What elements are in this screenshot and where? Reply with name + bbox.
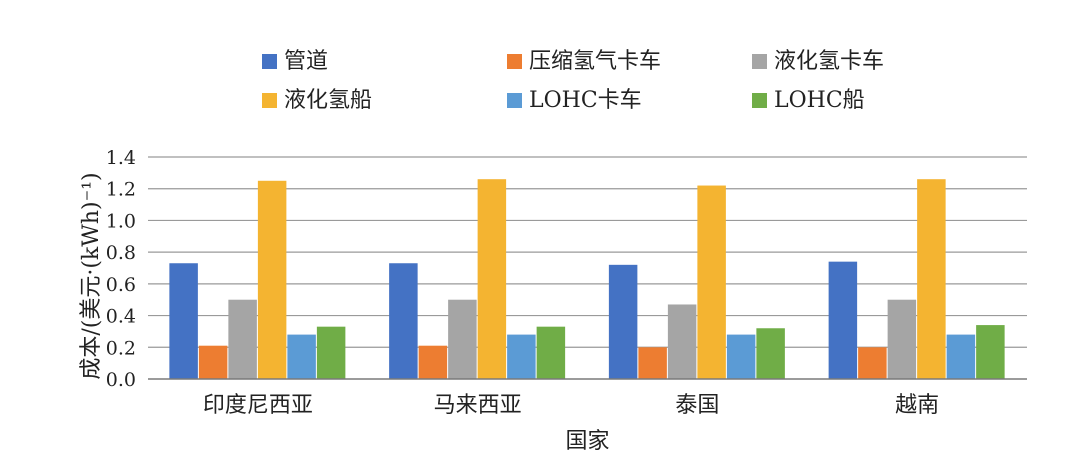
- y-axis-title: 成本/(美元·(kWh)⁻¹): [79, 172, 104, 379]
- y-tick-label: 0.6: [106, 274, 136, 296]
- legend-label: 液化氢卡车: [774, 49, 884, 74]
- bar: [316, 326, 346, 379]
- x-category-label: 印度尼西亚: [203, 393, 313, 418]
- legend-swatch: [262, 93, 277, 108]
- bar: [257, 180, 287, 379]
- bar: [858, 347, 887, 379]
- y-axis-ticks: 0.0 0.2 0.4 0.6 0.8 1.0 1.2 1.4: [106, 147, 136, 391]
- y-tick-label: 0.2: [106, 337, 136, 359]
- bar: [608, 264, 638, 379]
- bar: [507, 334, 536, 379]
- y-tick-label: 1.4: [106, 147, 136, 169]
- bar: [697, 185, 726, 379]
- legend-label: 液化氢船: [284, 88, 372, 113]
- legend-swatch: [752, 93, 767, 108]
- bar: [976, 325, 1005, 379]
- bar: [389, 263, 418, 379]
- legend-label: LOHC卡车: [529, 88, 642, 113]
- legend-label: LOHC船: [774, 88, 865, 113]
- bar: [536, 326, 566, 379]
- legend-swatch: [262, 54, 277, 69]
- legend-label: 管道: [284, 49, 328, 74]
- y-tick-label: 1.0: [106, 210, 136, 232]
- bar: [756, 328, 785, 379]
- bar: [198, 345, 228, 379]
- bars: [169, 179, 1005, 379]
- y-tick-label: 0.0: [106, 369, 136, 391]
- bar: [477, 179, 507, 379]
- bar: [418, 345, 448, 379]
- bar: [917, 179, 946, 379]
- legend-label: 压缩氢气卡车: [529, 49, 661, 74]
- bar: [828, 261, 858, 379]
- x-category-label: 泰国: [675, 393, 719, 418]
- bar: [946, 334, 976, 379]
- bar: [638, 347, 667, 379]
- x-category-label: 越南: [895, 393, 939, 418]
- y-tick-label: 1.2: [106, 179, 136, 201]
- legend-swatch: [507, 54, 522, 69]
- y-tick-label: 0.8: [106, 242, 136, 264]
- bar: [228, 299, 257, 379]
- legend-swatch: [507, 93, 522, 108]
- y-tick-label: 0.4: [106, 306, 136, 328]
- x-axis-title: 国家: [565, 429, 609, 454]
- x-category-label: 马来西亚: [434, 393, 522, 418]
- bar: [887, 299, 917, 379]
- bar: [169, 263, 198, 379]
- bar: [448, 299, 477, 379]
- bar: [726, 334, 756, 379]
- legend-swatch: [752, 54, 767, 69]
- grid: [148, 156, 1027, 348]
- x-axis-categories: 印度尼西亚 马来西亚 泰国 越南: [203, 393, 939, 418]
- bar: [667, 304, 697, 379]
- bar: [287, 334, 316, 379]
